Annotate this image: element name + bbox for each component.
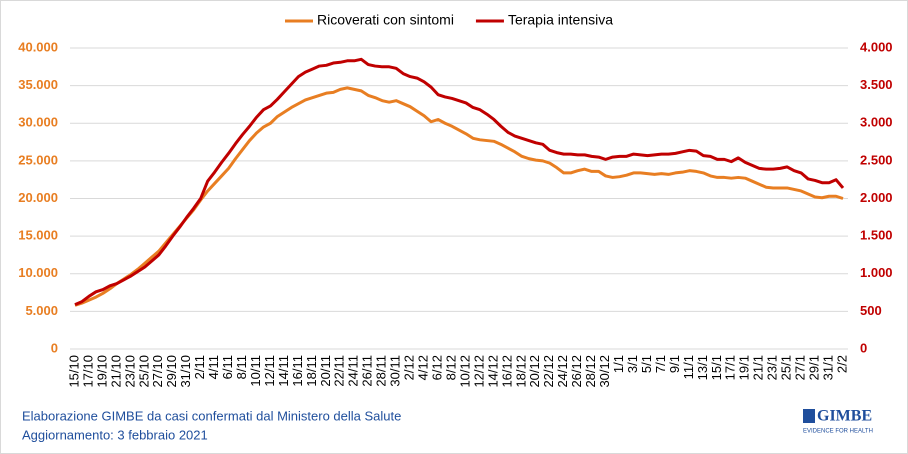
- footer-line: Aggiornamento: 3 febbraio 2021: [22, 427, 208, 442]
- x-tick-label: 31/10: [178, 355, 193, 388]
- y-tick-label: 10.000: [18, 265, 58, 280]
- x-tick-label: 26/12: [569, 355, 584, 388]
- x-tick-label: 20/12: [527, 355, 542, 388]
- x-tick-label: 25/1: [779, 355, 794, 380]
- x-tick-label: 15/1: [709, 355, 724, 380]
- y-tick-label: 20.000: [18, 190, 58, 205]
- y-tick-label: 30.000: [18, 115, 58, 130]
- x-tick-label: 23/10: [122, 355, 137, 388]
- x-tick-label: 6/12: [429, 355, 444, 380]
- x-tick-label: 30/12: [597, 355, 612, 388]
- x-tick-label: 12/12: [471, 355, 486, 388]
- x-tick-label: 18/11: [304, 355, 319, 387]
- x-tick-label: 1/1: [611, 355, 626, 373]
- x-tick-label: 27/10: [150, 355, 165, 388]
- y2-tick-label: 0: [860, 340, 867, 355]
- y2-tick-label: 1.500: [860, 228, 893, 243]
- y2-tick-label: 3.000: [860, 115, 893, 130]
- x-tick-label: 10/11: [248, 355, 263, 387]
- x-tick-label: 13/1: [695, 355, 710, 380]
- x-tick-label: 6/11: [220, 355, 235, 379]
- x-tick-label: 2/11: [192, 355, 207, 379]
- x-tick-label: 14/11: [276, 355, 291, 387]
- x-tick-label: 23/1: [765, 355, 780, 380]
- y-tick-label: 35.000: [18, 77, 58, 92]
- x-tick-label: 28/12: [583, 355, 598, 388]
- x-tick-label: 30/11: [388, 355, 403, 387]
- x-tick-label: 15/10: [66, 355, 81, 388]
- x-tick-label: 16/11: [290, 355, 305, 387]
- x-tick-label: 14/12: [485, 355, 500, 388]
- x-tick-label: 25/10: [136, 355, 151, 388]
- x-tick-label: 3/1: [625, 355, 640, 373]
- y-tick-label: 0: [51, 340, 58, 355]
- x-tick-label: 21/1: [751, 355, 766, 380]
- x-tick-label: 2/2: [834, 355, 849, 373]
- x-tick-label: 18/12: [513, 355, 528, 388]
- series-line: [74, 57, 845, 306]
- y-tick-label: 5.000: [25, 303, 58, 318]
- x-tick-label: 11/1: [681, 355, 696, 379]
- y2-tick-label: 4.000: [860, 39, 893, 54]
- x-tick-label: 24/12: [555, 355, 570, 388]
- x-tick-label: 8/11: [234, 355, 249, 379]
- y2-tick-label: 500: [860, 303, 882, 318]
- x-tick-label: 2/12: [402, 355, 417, 380]
- x-tick-label: 17/1: [723, 355, 738, 380]
- x-tick-label: 31/1: [820, 355, 835, 380]
- x-tick-label: 8/12: [443, 355, 458, 380]
- x-tick-label: 4/12: [416, 355, 431, 380]
- series-line: [74, 86, 844, 307]
- x-tick-label: 20/11: [318, 355, 333, 387]
- x-tick-label: 21/10: [108, 355, 123, 388]
- x-tick-label: 22/11: [332, 355, 347, 387]
- x-tick-label: 4/11: [206, 355, 221, 379]
- y-tick-label: 25.000: [18, 152, 58, 167]
- x-tick-label: 24/11: [346, 355, 361, 387]
- y-tick-label: 40.000: [18, 39, 58, 54]
- logo-name: GIMBE: [817, 408, 872, 425]
- y2-tick-label: 2.500: [860, 152, 893, 167]
- y-tick-label: 15.000: [18, 228, 58, 243]
- legend-label: Terapia intensiva: [508, 12, 613, 28]
- x-tick-label: 9/1: [667, 355, 682, 373]
- y2-tick-label: 3.500: [860, 77, 893, 92]
- x-tick-label: 29/10: [164, 355, 179, 388]
- x-tick-label: 22/12: [541, 355, 556, 388]
- x-tick-label: 16/12: [499, 355, 514, 388]
- x-tick-label: 28/11: [374, 355, 389, 387]
- x-tick-label: 27/1: [793, 355, 808, 380]
- x-tick-label: 5/1: [639, 355, 654, 373]
- x-tick-label: 12/11: [262, 355, 277, 387]
- legend-label: Ricoverati con sintomi: [317, 12, 454, 28]
- x-tick-label: 19/10: [94, 355, 109, 388]
- x-tick-label: 17/10: [80, 355, 95, 388]
- y2-tick-label: 1.000: [860, 265, 893, 280]
- y2-tick-label: 2.000: [860, 190, 893, 205]
- x-tick-label: 29/1: [807, 355, 822, 380]
- footer-line: Elaborazione GIMBE da casi confermati da…: [22, 408, 401, 423]
- logo-icon: [803, 409, 815, 423]
- x-tick-label: 26/11: [360, 355, 375, 387]
- logo-tagline: EVIDENCE FOR HEALTH: [803, 429, 873, 435]
- x-tick-label: 10/12: [457, 355, 472, 388]
- x-tick-label: 7/1: [653, 355, 668, 373]
- x-tick-label: 19/1: [737, 355, 752, 380]
